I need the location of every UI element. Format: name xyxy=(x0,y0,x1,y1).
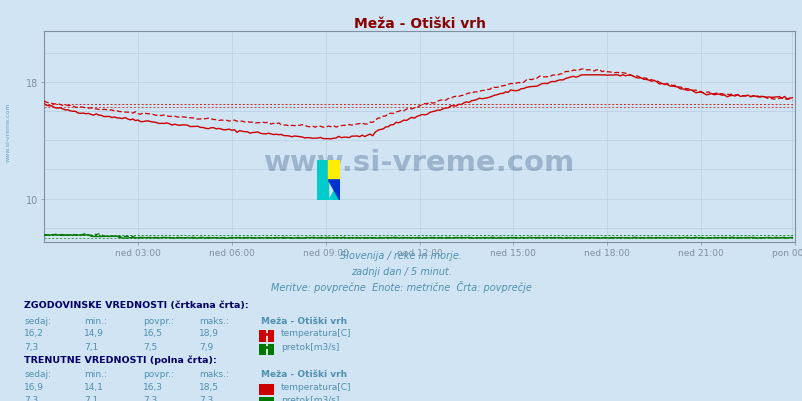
Text: Meža - Otiški vrh: Meža - Otiški vrh xyxy=(261,316,346,325)
Text: Meža - Otiški vrh: Meža - Otiški vrh xyxy=(261,369,346,378)
Text: sedaj:: sedaj: xyxy=(24,316,51,325)
Text: povpr.:: povpr.: xyxy=(143,316,174,325)
Polygon shape xyxy=(328,160,339,180)
Text: 18,9: 18,9 xyxy=(199,329,219,338)
Text: 16,2: 16,2 xyxy=(24,329,44,338)
Title: Meža - Otiški vrh: Meža - Otiški vrh xyxy=(353,17,485,31)
Text: 7,3: 7,3 xyxy=(199,395,213,401)
Text: 7,1: 7,1 xyxy=(84,342,99,351)
Text: ZGODOVINSKE VREDNOSTI (črtkana črta):: ZGODOVINSKE VREDNOSTI (črtkana črta): xyxy=(24,300,249,309)
Text: zadnji dan / 5 minut.: zadnji dan / 5 minut. xyxy=(350,267,452,277)
Text: maks.:: maks.: xyxy=(199,316,229,325)
Text: 7,1: 7,1 xyxy=(84,395,99,401)
Text: min.:: min.: xyxy=(84,316,107,325)
Polygon shape xyxy=(328,180,339,200)
Text: 16,9: 16,9 xyxy=(24,382,44,391)
Text: Meritve: povprečne  Enote: metrične  Črta: povprečje: Meritve: povprečne Enote: metrične Črta:… xyxy=(271,281,531,293)
Polygon shape xyxy=(328,180,339,200)
Text: 7,3: 7,3 xyxy=(24,395,38,401)
Text: 7,3: 7,3 xyxy=(24,342,38,351)
Text: min.:: min.: xyxy=(84,369,107,378)
Text: 16,3: 16,3 xyxy=(143,382,163,391)
Text: 14,1: 14,1 xyxy=(84,382,104,391)
Text: pretok[m3/s]: pretok[m3/s] xyxy=(281,342,339,351)
Text: www.si-vreme.com: www.si-vreme.com xyxy=(6,103,10,162)
Text: sedaj:: sedaj: xyxy=(24,369,51,378)
Text: 7,5: 7,5 xyxy=(143,342,157,351)
Text: 7,3: 7,3 xyxy=(143,395,157,401)
Text: 18,5: 18,5 xyxy=(199,382,219,391)
Text: TRENUTNE VREDNOSTI (polna črta):: TRENUTNE VREDNOSTI (polna črta): xyxy=(24,354,217,364)
Text: Slovenija / reke in morje.: Slovenija / reke in morje. xyxy=(340,251,462,261)
Text: 14,9: 14,9 xyxy=(84,329,104,338)
Polygon shape xyxy=(317,160,328,200)
Text: pretok[m3/s]: pretok[m3/s] xyxy=(281,395,339,401)
Text: temperatura[C]: temperatura[C] xyxy=(281,329,351,338)
Text: temperatura[C]: temperatura[C] xyxy=(281,382,351,391)
Text: povpr.:: povpr.: xyxy=(143,369,174,378)
Text: www.si-vreme.com: www.si-vreme.com xyxy=(264,149,574,176)
Text: maks.:: maks.: xyxy=(199,369,229,378)
Text: 7,9: 7,9 xyxy=(199,342,213,351)
Text: 16,5: 16,5 xyxy=(143,329,163,338)
